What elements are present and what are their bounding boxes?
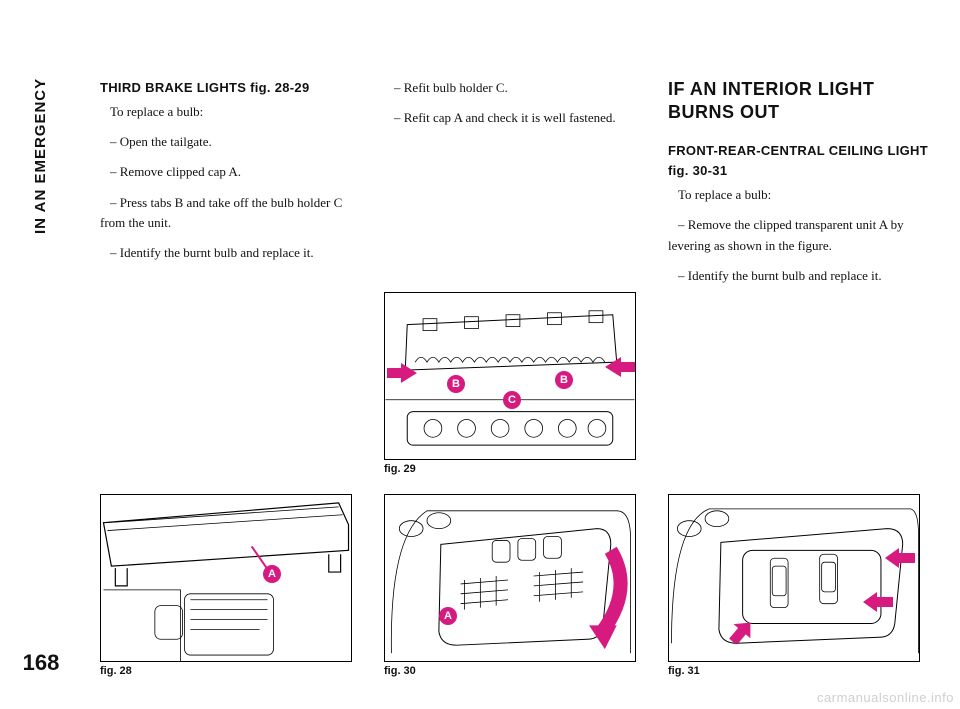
col1-line-0: To replace a bulb: <box>100 102 370 122</box>
figure-30-caption: fig. 30 <box>384 665 416 677</box>
col1-line-2: – Remove clipped cap A. <box>100 162 370 182</box>
marker-b1-icon: B <box>447 375 465 393</box>
col1-line-3: – Press tabs B and take off the bulb hol… <box>100 193 370 233</box>
figure-29: P4E00375 <box>384 292 636 460</box>
col3-line-2: – Identify the burnt bulb and replace it… <box>668 266 938 286</box>
col2-line-0: – Refit bulb holder C. <box>384 78 654 98</box>
marker-b1-label: B <box>452 378 460 390</box>
marker-a-icon: A <box>263 565 281 583</box>
marker-b2-label: B <box>560 374 568 386</box>
arrow-2-icon <box>863 591 893 613</box>
col1-line-4: – Identify the burnt bulb and replace it… <box>100 243 370 263</box>
marker-a-label: A <box>268 568 276 580</box>
col1-heading: THIRD BRAKE LIGHTS fig. 28-29 <box>100 78 370 98</box>
col1-line-1: – Open the tailgate. <box>100 132 370 152</box>
col3-title: IF AN INTERIOR LIGHT BURNS OUT <box>668 78 938 123</box>
page-body: THIRD BRAKE LIGHTS fig. 28-29 To replace… <box>68 34 940 676</box>
column-3: IF AN INTERIOR LIGHT BURNS OUT FRONT-REA… <box>668 78 938 296</box>
arrow-3-icon <box>725 617 753 643</box>
figure-31: P4E00263 <box>668 494 920 662</box>
column-2: – Refit bulb holder C. – Refit cap A and… <box>384 78 654 138</box>
figure-31-caption: fig. 31 <box>668 665 700 677</box>
figure-29-illustration <box>385 293 635 459</box>
figure-29-caption: fig. 29 <box>384 463 416 475</box>
marker-b2-icon: B <box>555 371 573 389</box>
figure-31-illustration <box>669 495 919 661</box>
arrow-1-icon <box>885 547 915 569</box>
marker-c-icon: C <box>503 391 521 409</box>
marker-c-label: C <box>508 394 516 406</box>
figure-28-caption: fig. 28 <box>100 665 132 677</box>
figure-30: P4E00262 A <box>384 494 636 662</box>
arrow-left-icon <box>387 361 417 385</box>
figure-28: P4E00373 A <box>100 494 352 662</box>
col3-line-0: To replace a bulb: <box>668 185 938 205</box>
col3-line-1: – Remove the clipped transparent unit A … <box>668 215 938 255</box>
arrow-right-icon <box>605 355 635 379</box>
page-number: 168 <box>18 650 64 676</box>
column-1: THIRD BRAKE LIGHTS fig. 28-29 To replace… <box>100 78 370 273</box>
col3-heading: FRONT-REAR-CENTRAL CEILING LIGHT fig. 30… <box>668 141 938 181</box>
figure-28-illustration <box>101 495 351 661</box>
marker-a2-label: A <box>444 610 452 622</box>
marker-a2-icon: A <box>439 607 457 625</box>
col2-line-1: – Refit cap A and check it is well faste… <box>384 108 654 128</box>
section-tab: IN AN EMERGENCY 168 <box>18 34 64 676</box>
watermark: carmanualsonline.info <box>817 690 954 705</box>
figure-30-illustration <box>385 495 635 661</box>
